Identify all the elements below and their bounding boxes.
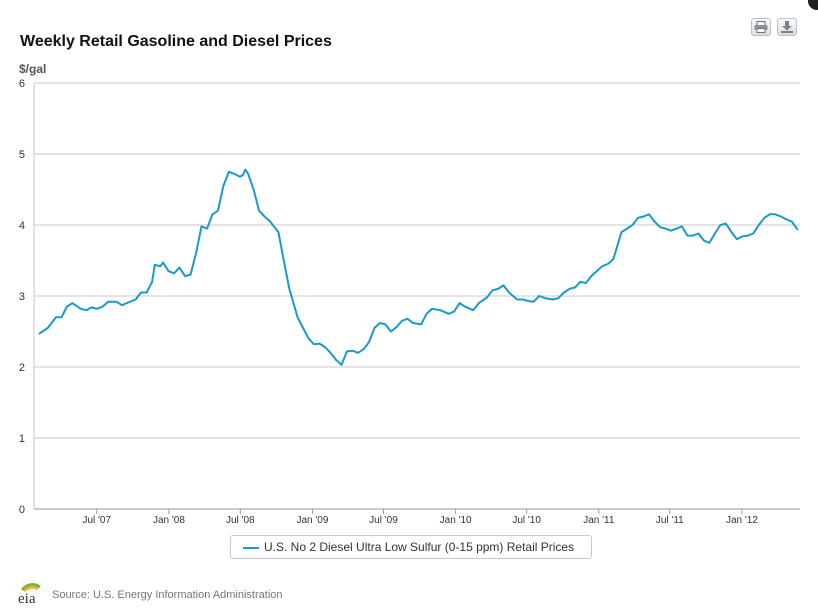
print-button[interactable] [751,18,771,36]
logo-text: eia [18,591,36,605]
legend[interactable]: U.S. No 2 Diesel Ultra Low Sulfur (0-15 … [230,535,592,559]
source-note: Source: U.S. Energy Information Administ… [52,589,283,601]
y-tick-label: 5 [19,149,25,161]
y-tick-label: 6 [19,78,25,90]
series-layer [38,168,799,366]
printer-icon [754,21,768,33]
x-tick-label: Jan '12 [726,515,758,526]
y-tick-label: 3 [19,291,25,303]
series-line-diesel-price [38,168,799,366]
y-axis-unit-label: $/gal [19,62,47,76]
x-tick-label: Jan '09 [297,515,329,526]
eia-logo: eia [18,583,41,605]
y-tick-label: 0 [19,504,25,516]
x-tick-label: Jan '08 [153,515,185,526]
x-tick-label: Jan '10 [440,515,472,526]
download-button[interactable] [777,18,797,36]
y-tick-label: 2 [19,362,25,374]
chart-title: Weekly Retail Gasoline and Diesel Prices [20,33,332,50]
download-icon [781,21,793,33]
axes [33,83,800,510]
gridlines [34,82,800,439]
corner-marker [808,0,818,10]
x-tick-label: Jul '08 [226,515,255,526]
x-axis-ticks: Jul '07 Jan '08 Jul '08 Jan '09 Jul '09 Jan '… [82,509,758,526]
y-axis-ticks: 0 1 2 3 4 5 6 [19,78,25,516]
x-tick-label: Jul '10 [512,515,541,526]
x-tick-label: Jul '07 [82,515,111,526]
x-tick-label: Jan '11 [583,515,615,526]
legend-label: U.S. No 2 Diesel Ultra Low Sulfur (0-15 … [264,540,575,554]
x-tick-label: Jul '11 [656,515,684,526]
legend-swatch [243,547,259,549]
y-tick-label: 4 [19,220,25,232]
x-tick-label: Jul '09 [369,515,398,526]
y-tick-label: 1 [19,433,25,445]
